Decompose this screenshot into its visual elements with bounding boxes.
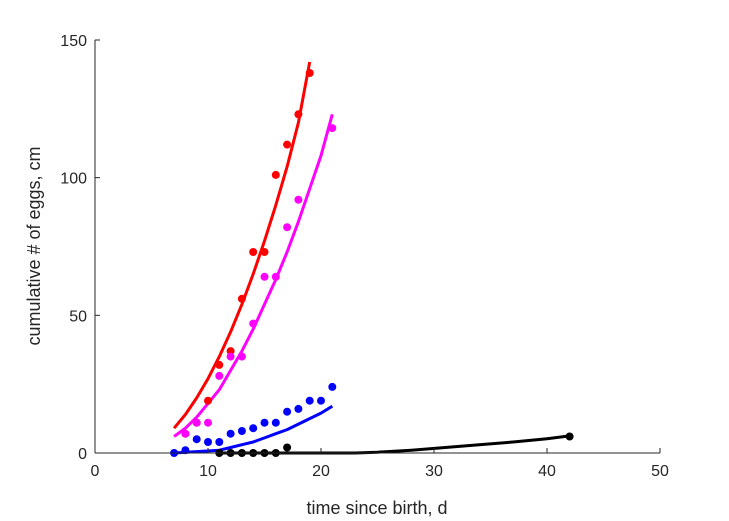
data-point (215, 360, 224, 369)
x-tick-label: 0 (91, 463, 100, 480)
data-point (215, 371, 224, 380)
fit-curve (172, 61, 312, 430)
data-point (271, 418, 280, 427)
data-point (317, 396, 325, 405)
data-point (215, 438, 224, 446)
x-axis-label: time since birth, d (306, 498, 447, 518)
data-point (181, 429, 190, 438)
data-point (294, 110, 303, 119)
data-point (204, 438, 212, 446)
data-point (283, 443, 292, 452)
data-point (283, 407, 292, 416)
data-point (237, 427, 246, 435)
x-tick-label: 30 (425, 463, 443, 480)
data-point (237, 294, 246, 303)
x-tick-label: 20 (312, 463, 330, 480)
y-axis-label: cumulative # of eggs, cm (24, 146, 44, 345)
x-ticks: 0 10 20 30 40 50 (91, 448, 669, 480)
data-point (271, 272, 280, 281)
data-point (294, 195, 303, 204)
data-point (204, 396, 212, 405)
data-point (249, 248, 258, 256)
data-point (226, 429, 235, 438)
fit-curve (219, 434, 570, 455)
x-tick-label: 10 (199, 463, 217, 480)
data-point (294, 404, 303, 413)
y-tick-label: 100 (60, 171, 87, 188)
data-point (271, 170, 280, 179)
x-tick-label: 40 (538, 463, 556, 480)
y-tick-label: 150 (60, 33, 87, 50)
data-point (283, 140, 292, 149)
data-point (226, 347, 235, 356)
data-point (260, 248, 269, 256)
y-ticks: 0 50 100 150 (60, 33, 100, 463)
data-point (204, 418, 212, 427)
x-tick-label: 50 (651, 463, 669, 480)
data-point (260, 418, 269, 427)
data-point (328, 382, 337, 391)
data-point (283, 223, 292, 232)
data-point (226, 352, 235, 361)
data-point (237, 352, 246, 361)
data-point (192, 435, 201, 444)
data-point (249, 424, 258, 433)
data-point (249, 319, 258, 328)
plot-area (170, 61, 574, 457)
data-point (181, 446, 190, 455)
data-point (260, 272, 269, 281)
y-tick-label: 0 (78, 446, 87, 463)
y-tick-label: 50 (69, 308, 87, 325)
axes (94, 40, 660, 454)
data-point (305, 396, 314, 405)
data-point (305, 69, 314, 77)
data-point (192, 418, 201, 427)
data-point (328, 124, 337, 133)
fit-curve (173, 113, 334, 438)
data-point (565, 432, 574, 441)
